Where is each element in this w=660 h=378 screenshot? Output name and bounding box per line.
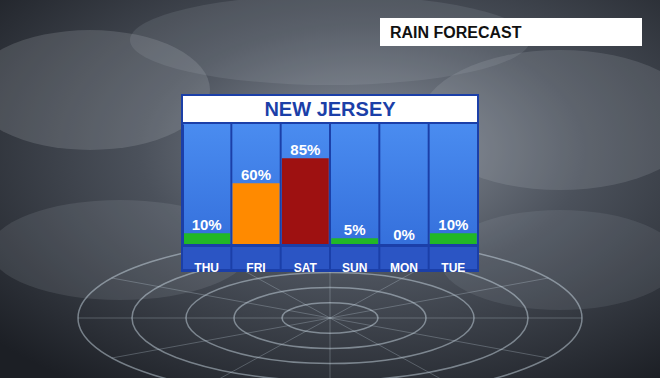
data-label: 85% [290,141,320,158]
y-axis [183,125,184,245]
bar [184,234,229,244]
x-tick: TUE [441,244,465,275]
panel-frame [181,94,479,272]
column-background [232,124,279,244]
header-box [380,18,642,46]
x-tick-label: THU [194,261,219,275]
column-background [282,124,329,244]
column-background [380,124,427,244]
x-tick: SUN [342,244,367,275]
column-background [183,124,230,244]
x-tick: THU [194,244,219,275]
x-tick-label: SUN [342,261,367,275]
radar-spoke [112,278,330,318]
radar-spoke [330,318,582,319]
radar-spoke [204,318,330,378]
x-tick-label: MON [390,261,418,275]
y-axis-line [183,125,184,245]
bar [431,234,476,244]
x-tick: SAT [294,244,318,275]
bar [283,159,328,244]
x-tick-label: TUE [441,261,465,275]
radar-spoke [330,318,548,358]
data-label: 0% [393,226,415,243]
radar-spoke [330,318,456,378]
data-label: 60% [241,166,271,183]
column-background [331,124,378,244]
radar-spoke [78,318,330,319]
data-label: 5% [344,221,366,238]
radar-spoke [112,318,330,358]
bars [184,159,476,244]
chart-root: RAIN FORECAST NEW JERSEY 10% 60% 85% 5% 0% 10% T… [0,0,660,378]
column-background [430,124,477,244]
radar-spoke [330,278,548,318]
x-tick: MON [390,244,418,275]
bar [332,239,377,244]
header-text: RAIN FORECAST [390,24,522,41]
x-tick-label: SAT [294,261,318,275]
x-axis-line [184,244,478,245]
data-label: 10% [192,216,222,233]
bar [233,184,278,244]
x-axis: THU FRI SAT SUN MON TUE [184,244,478,275]
x-tick-label: FRI [246,261,265,275]
radar-spoke [330,318,331,378]
chart-title: NEW JERSEY [264,98,396,120]
x-tick: FRI [246,244,265,275]
data-label: 10% [438,216,468,233]
title-box [183,96,477,122]
